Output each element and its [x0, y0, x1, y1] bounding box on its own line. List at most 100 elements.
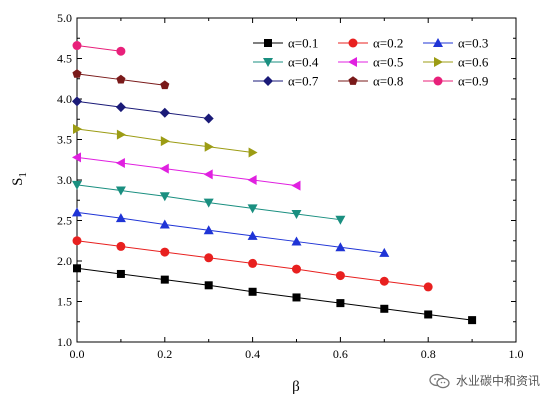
legend-marker: [264, 39, 272, 47]
data-point: [424, 310, 433, 319]
data-point: [204, 253, 214, 263]
legend-marker: [263, 58, 273, 67]
data-point: [160, 80, 170, 90]
data-point: [72, 236, 82, 246]
data-point: [160, 275, 169, 284]
axis-ticks: 0.0 0.2 0.4 0.6 0.8 1.0 1.0 1.5 2.0 2.5 3.0 3.5 4.0 4…: [57, 11, 524, 361]
data-point: [379, 276, 389, 286]
watermark: 水业碳中和资讯: [429, 372, 540, 389]
data-point: [203, 113, 214, 124]
legend-item: α=0.4: [253, 55, 319, 70]
data-point: [336, 299, 345, 308]
series-3: [72, 207, 390, 257]
data-point: [116, 74, 126, 84]
legend-item: α=0.1: [253, 36, 318, 51]
legend-marker: [348, 57, 357, 67]
legend-item: α=0.8: [338, 74, 403, 89]
data-point: [335, 271, 345, 281]
series-1: [73, 264, 477, 325]
data-point: [248, 147, 258, 158]
data-point: [116, 129, 126, 140]
y-axis-label-subscript: 1: [17, 172, 29, 178]
wechat-icon: [429, 373, 450, 388]
legend-item: α=0.2: [338, 36, 403, 51]
data-point: [160, 247, 170, 257]
series-6: [73, 123, 258, 158]
legend-item: α=0.7: [253, 74, 319, 89]
legend-marker: [433, 76, 443, 86]
series-line: [76, 100, 209, 119]
x-tick-label: 0.4: [245, 347, 260, 361]
legend-item: α=0.6: [423, 55, 489, 70]
data-point: [203, 169, 213, 180]
series-line: [76, 267, 473, 321]
data-point: [73, 264, 81, 273]
legend-label: α=0.5: [373, 55, 403, 70]
legend-marker: [348, 38, 358, 48]
legend-label: α=0.8: [373, 74, 403, 89]
series-8: [72, 69, 170, 90]
legend-marker: [263, 76, 273, 86]
legend-label: α=0.9: [458, 74, 488, 89]
x-tick-label: 0.2: [157, 347, 172, 361]
data-point: [115, 186, 126, 196]
legend-marker: [433, 38, 443, 47]
legend-item: α=0.9: [423, 74, 488, 89]
y-tick-label: 1.0: [57, 335, 72, 349]
data-point: [248, 287, 257, 296]
data-point: [159, 163, 169, 174]
data-point: [247, 230, 258, 240]
watermark-text: 水业碳中和资讯: [455, 374, 540, 388]
data-point: [73, 123, 82, 134]
data-point: [292, 293, 301, 302]
data-point: [292, 264, 301, 274]
legend-item: α=0.5: [338, 55, 403, 70]
data-point: [72, 41, 82, 51]
y-tick-label: 1.5: [57, 295, 72, 309]
legend-marker: [434, 57, 443, 67]
data-point: [291, 236, 302, 246]
y-axis-label: S1: [10, 172, 29, 186]
data-point: [115, 157, 125, 168]
legend-label: α=0.3: [458, 36, 488, 51]
data-point: [115, 213, 126, 223]
data-point: [335, 242, 346, 252]
y-axis-label-main: S: [10, 178, 26, 186]
y-tick-label: 3.5: [57, 133, 72, 147]
data-point: [159, 219, 170, 229]
series-2: [72, 236, 433, 292]
data-point: [203, 225, 214, 235]
legend-label: α=0.4: [288, 55, 319, 70]
data-point: [204, 281, 213, 290]
data-point: [468, 316, 477, 325]
data-point: [72, 69, 82, 78]
data-point: [248, 258, 258, 268]
data-point: [423, 282, 433, 292]
data-point: [379, 247, 390, 257]
data-point: [72, 180, 82, 190]
data-point: [159, 192, 170, 202]
x-tick-label: 0.6: [333, 347, 348, 361]
series-7: [72, 96, 214, 124]
y-tick-label: 5.0: [57, 11, 72, 25]
legend-label: α=0.1: [288, 36, 318, 51]
y-tick-label: 4.5: [57, 52, 72, 66]
x-tick-label: 1.0: [509, 347, 524, 361]
data-point: [380, 304, 389, 313]
data-point: [116, 269, 125, 278]
series-line: [76, 156, 297, 187]
data-point: [116, 241, 126, 251]
legend-item: α=0.3: [423, 36, 488, 51]
data-point: [72, 152, 81, 163]
data-point: [115, 102, 126, 113]
series-line: [76, 45, 121, 52]
legend-label: α=0.7: [288, 74, 319, 89]
legend-label: α=0.6: [458, 55, 489, 70]
x-tick-label: 0.8: [421, 347, 436, 361]
data-point: [247, 204, 258, 214]
y-tick-label: 2.0: [57, 254, 72, 268]
legend: α=0.1 α=0.2 α=0.3 α=0.4 α=0.5 α=0.6 α=0.7 α=0.8…: [253, 36, 489, 89]
series-line: [76, 211, 385, 254]
x-axis-label: β: [292, 379, 300, 395]
